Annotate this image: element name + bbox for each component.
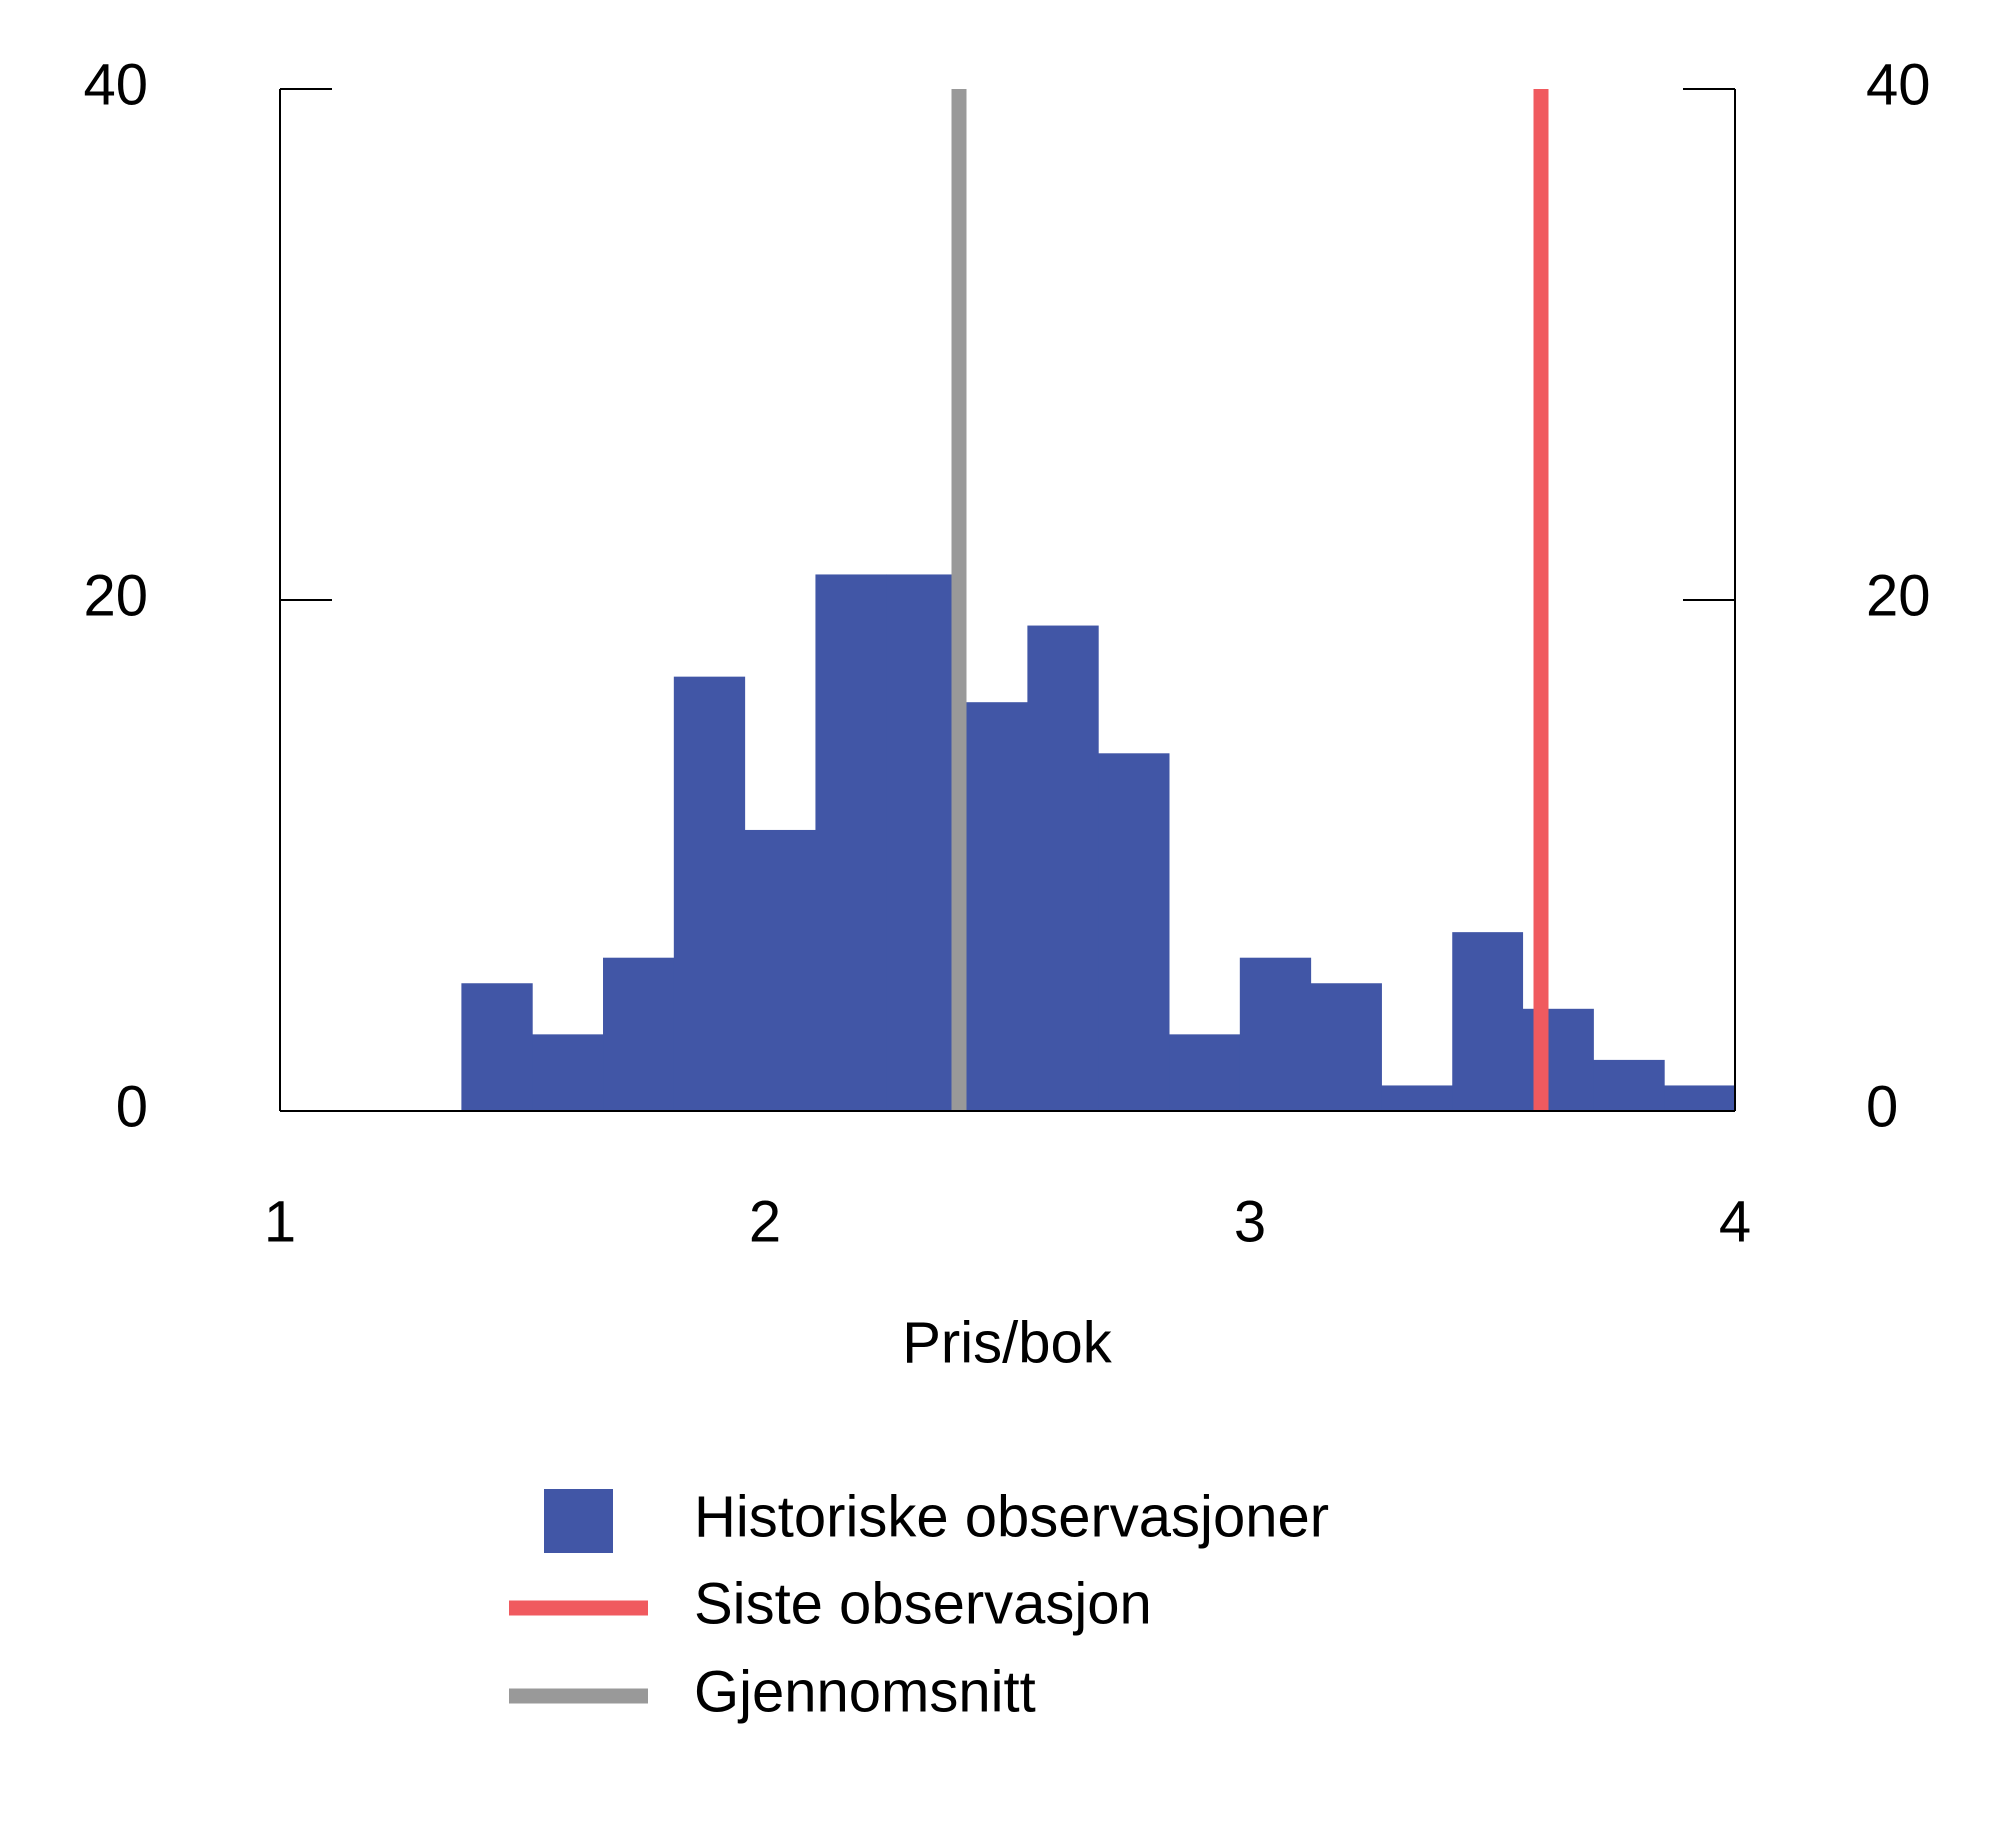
y2-tick-label: 40 bbox=[1866, 52, 1931, 117]
histogram-bar bbox=[1098, 753, 1170, 1111]
histogram-bar bbox=[1310, 983, 1382, 1111]
histogram-bar bbox=[815, 574, 887, 1111]
y2-tick-label: 0 bbox=[1866, 1074, 1898, 1139]
y-tick-label: 0 bbox=[116, 1074, 148, 1139]
legend-label: Gjennomsnitt bbox=[694, 1659, 1036, 1724]
histogram-bar bbox=[1239, 957, 1312, 1111]
histogram-bar bbox=[1664, 1085, 1736, 1111]
legend-label: Siste observasjon bbox=[694, 1571, 1152, 1636]
y-tick-label: 20 bbox=[83, 563, 148, 628]
histogram-bar bbox=[1169, 1034, 1241, 1111]
histogram-bar bbox=[532, 1034, 604, 1111]
x-tick-label: 1 bbox=[264, 1189, 296, 1254]
legend-label: Historiske observasjoner bbox=[694, 1484, 1329, 1549]
y2-tick-label: 20 bbox=[1866, 563, 1931, 628]
x-axis-label: Pris/bok bbox=[902, 1310, 1113, 1375]
histogram-bar bbox=[886, 574, 958, 1111]
histogram-bar bbox=[603, 957, 675, 1111]
histogram-bar bbox=[1593, 1059, 1665, 1111]
histogram-bar bbox=[673, 676, 746, 1111]
x-tick-label: 3 bbox=[1234, 1189, 1266, 1254]
legend-swatch bbox=[544, 1489, 613, 1553]
histogram-bar bbox=[1027, 625, 1099, 1111]
histogram-bar bbox=[1522, 1008, 1594, 1111]
histogram-bar bbox=[1381, 1085, 1453, 1111]
histogram-bar bbox=[461, 983, 533, 1111]
x-tick-label: 4 bbox=[1719, 1189, 1751, 1254]
x-tick-label: 2 bbox=[749, 1189, 781, 1254]
y-tick-label: 40 bbox=[83, 52, 148, 117]
histogram-bar bbox=[744, 829, 816, 1111]
histogram-bar bbox=[956, 702, 1028, 1111]
histogram-bar bbox=[1452, 932, 1524, 1111]
